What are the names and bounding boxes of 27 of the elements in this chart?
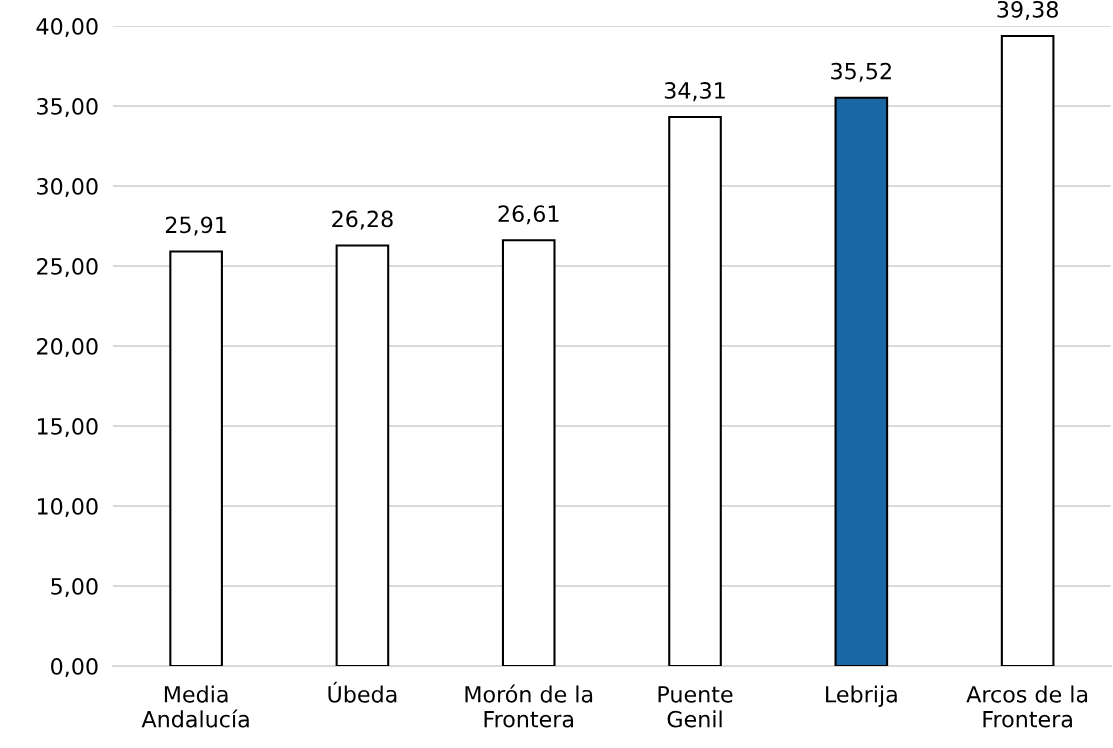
y-tick-label: 40,00 [36,17,98,38]
data-label: 26,28 [332,210,393,230]
y-tick-label: 20,00 [37,337,98,358]
y-tick-label: 5,00 [51,577,98,598]
bar [834,96,889,667]
data-label: 35,52 [831,62,891,82]
y-tick-label: 10,00 [37,497,98,518]
y-tick-label: 30,00 [37,177,98,198]
x-tick-label: Media Andalucía [141,685,249,728]
y-tick-label: 25,00 [37,257,98,278]
y-tick-label: 35,00 [37,97,98,118]
data-label: 39,38 [997,0,1058,21]
bar [501,239,556,667]
bar [668,116,722,667]
x-tick-label: Arcos de la Frontera [966,685,1088,728]
x-tick-label: Lebrija [826,685,897,707]
data-label: 25,91 [165,216,226,236]
data-label: 26,61 [498,205,559,225]
x-tick-label: Úbeda [328,681,397,703]
data-label: 34,31 [664,82,725,102]
x-tick-label: Morón de la Frontera [465,684,593,728]
bar [169,250,223,667]
bar [335,244,390,667]
y-tick-label: 15,00 [37,417,98,438]
x-tick-label: Puente Genil [658,686,733,728]
bar [1000,34,1055,667]
y-tick-label: 0,00 [51,657,98,678]
